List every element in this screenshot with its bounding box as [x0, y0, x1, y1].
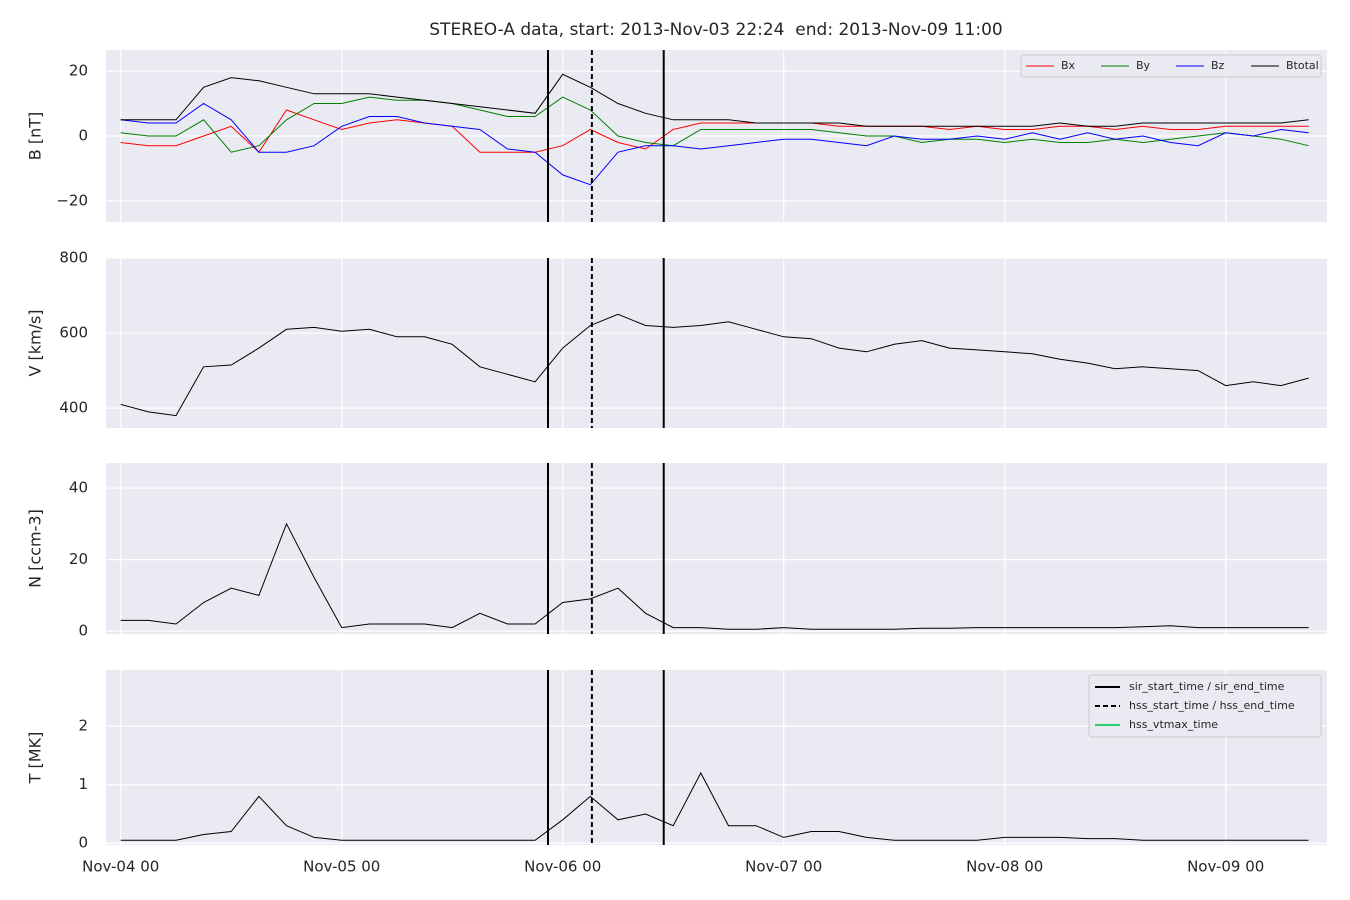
legend-box — [1088, 674, 1322, 738]
x-tick-label: Nov-08 00 — [966, 858, 1043, 876]
series-line — [120, 73, 1309, 127]
y-tick-label: 20 — [69, 550, 88, 568]
y-axis-label: B [nT] — [26, 112, 45, 160]
y-tick-label: 0 — [78, 622, 88, 640]
y-tick-label: −20 — [56, 191, 88, 209]
y-axis-label: V [km/s] — [26, 309, 45, 376]
legend-label: Btotal — [1286, 59, 1319, 72]
series-line — [120, 96, 1309, 153]
legend-label: Bz — [1211, 59, 1225, 72]
legend-label: Bx — [1061, 59, 1076, 72]
legend-label: sir_start_time / sir_end_time — [1129, 680, 1285, 693]
y-tick-label: 20 — [69, 62, 88, 80]
legend-label: By — [1136, 59, 1151, 72]
legend-label: hss_vtmax_time — [1129, 718, 1218, 731]
y-axis-label: N [ccm-3] — [26, 509, 45, 588]
y-tick-label: 2 — [78, 717, 88, 735]
y-tick-label: 600 — [59, 324, 88, 342]
legend-box — [1020, 54, 1322, 78]
series-line — [120, 109, 1309, 153]
panel-background — [106, 463, 1327, 634]
y-tick-label: 800 — [59, 249, 88, 267]
x-tick-label: Nov-04 00 — [82, 858, 159, 876]
x-tick-label: Nov-07 00 — [745, 858, 822, 876]
x-tick-label: Nov-05 00 — [303, 858, 380, 876]
series-line — [120, 313, 1309, 417]
y-axis-label: T [MK] — [26, 732, 45, 785]
x-tick-label: Nov-06 00 — [524, 858, 601, 876]
legend-label: hss_start_time / hss_end_time — [1129, 699, 1295, 712]
series-line — [120, 102, 1309, 186]
y-tick-label: 1 — [78, 775, 88, 793]
y-tick-label: 0 — [78, 127, 88, 145]
y-tick-label: 0 — [78, 834, 88, 852]
series-line — [120, 771, 1309, 841]
series-line — [120, 522, 1309, 630]
panel-background — [106, 258, 1327, 428]
x-tick-label: Nov-09 00 — [1187, 858, 1264, 876]
y-tick-label: 400 — [59, 399, 88, 417]
figure-title: STEREO-A data, start: 2013-Nov-03 22:24 … — [429, 20, 1002, 40]
y-tick-label: 40 — [69, 479, 88, 497]
